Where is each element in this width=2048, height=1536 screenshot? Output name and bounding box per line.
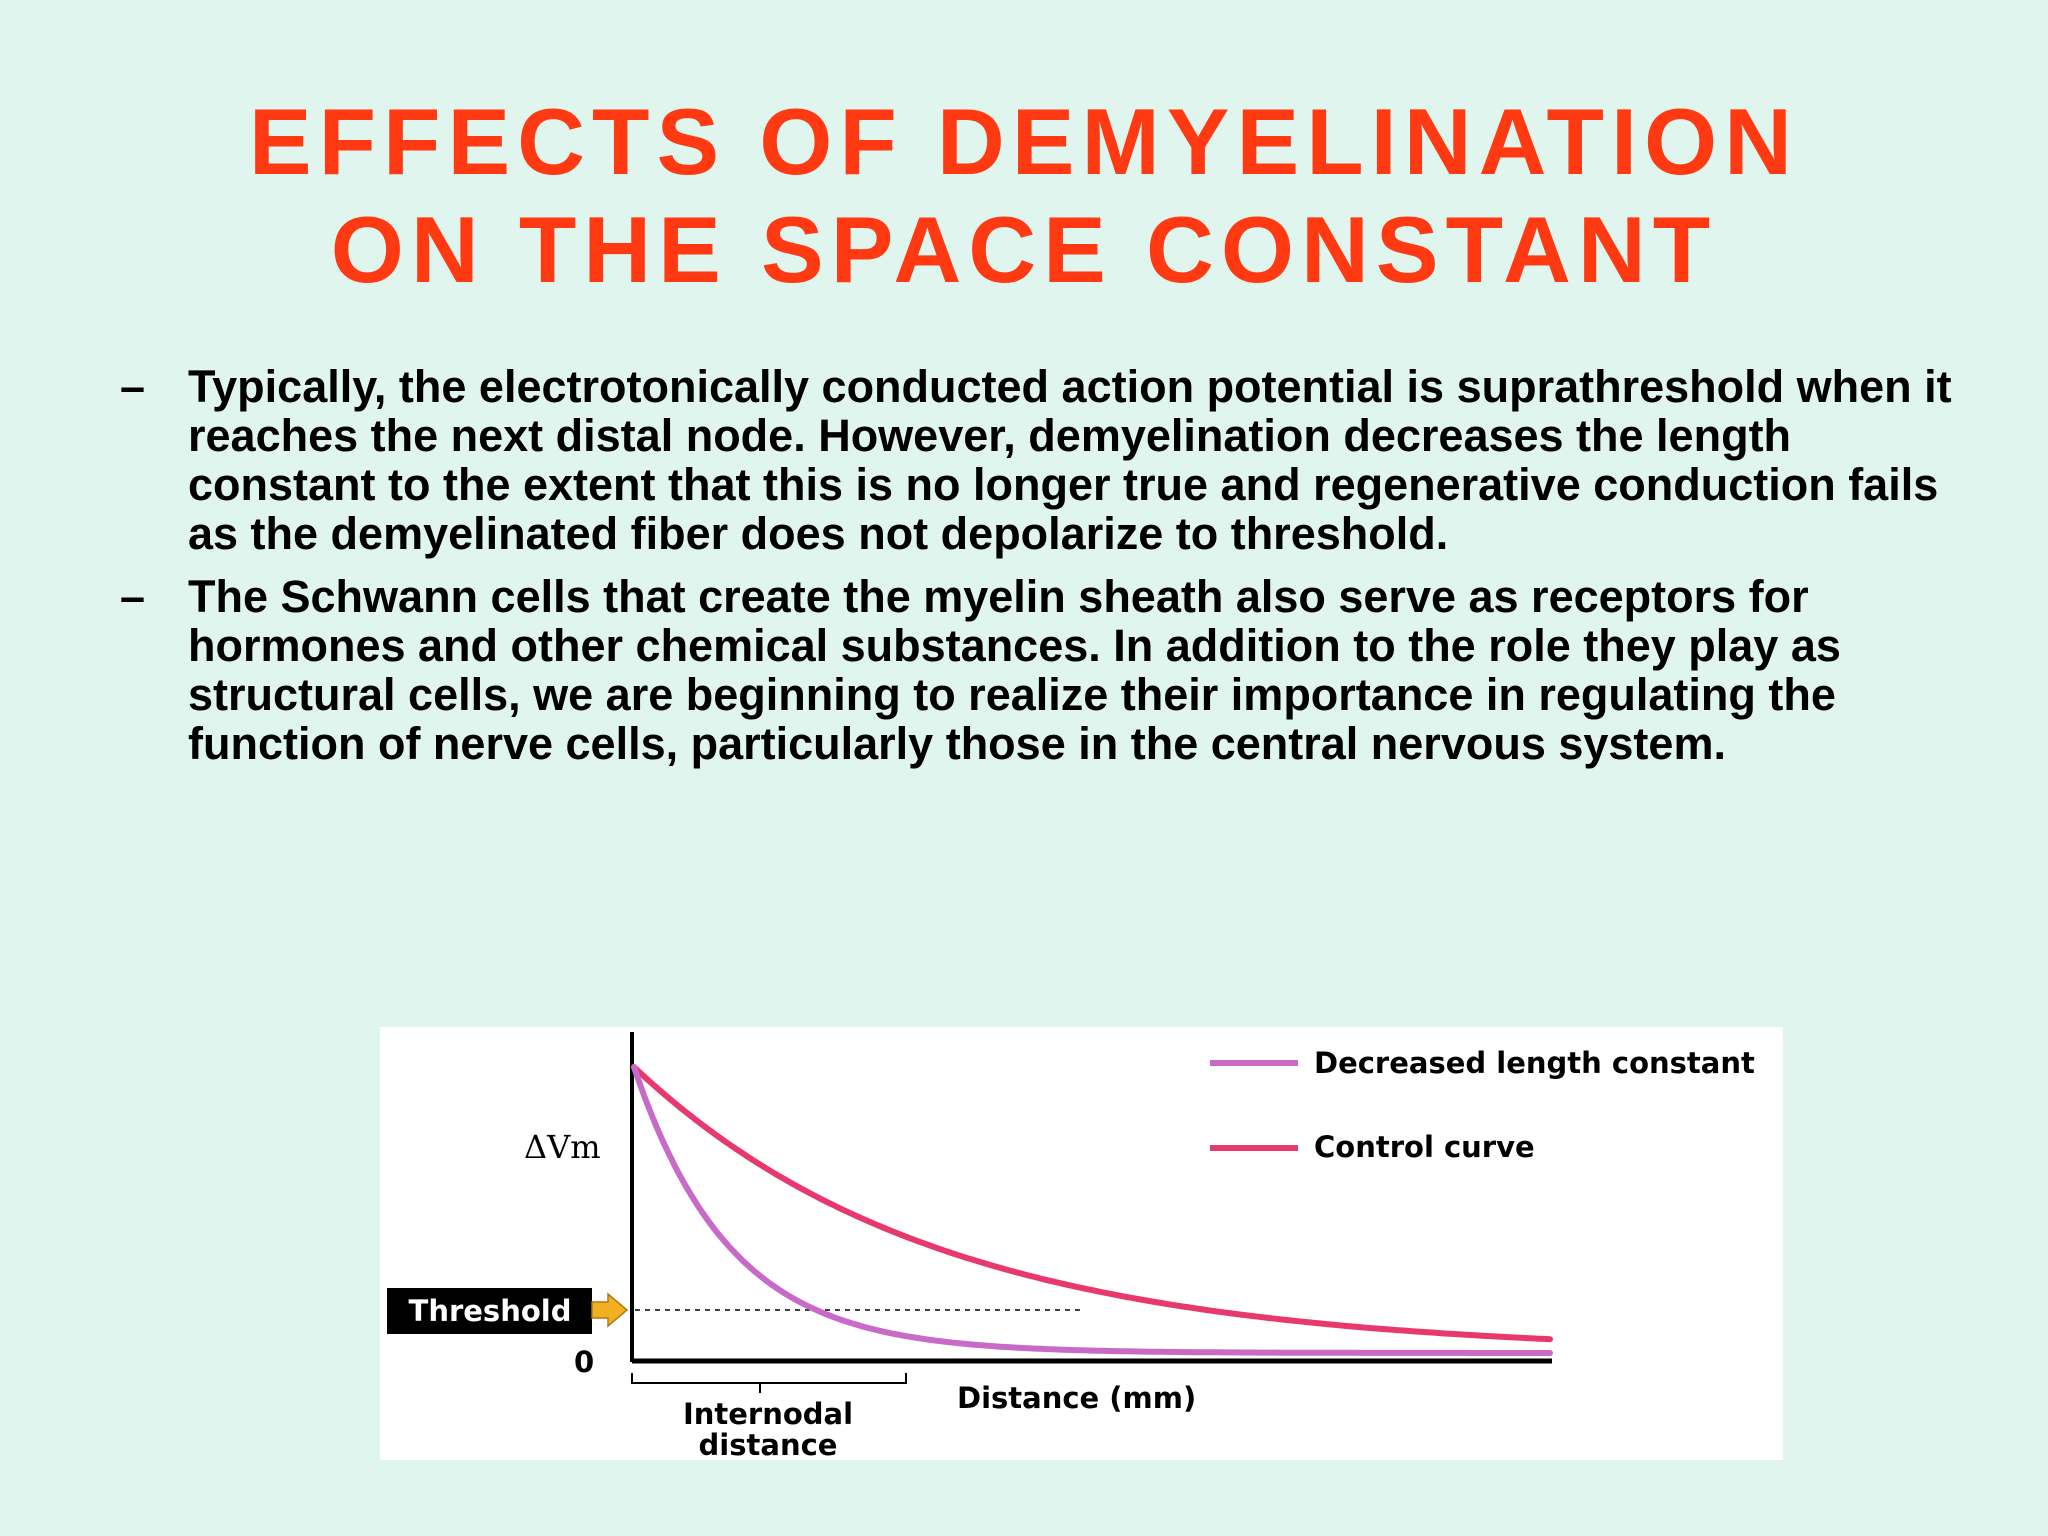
internodal-label-line-1: Internodal (683, 1397, 853, 1431)
decreased-length-constant-curve (631, 1064, 1553, 1356)
internodal-bracket (631, 1373, 907, 1384)
bullet-dash: – (120, 571, 146, 622)
x-axis-label: Distance (mm) (957, 1381, 1196, 1415)
bullet-list: – Typically, the electrotonically conduc… (120, 362, 1990, 782)
bullet-text-2: The Schwann cells that create the myelin… (188, 571, 1841, 769)
internodal-label-line-2: distance (699, 1428, 838, 1460)
zero-label: 0 (574, 1345, 594, 1379)
length-constant-figure: ΔVm Threshold 0 Internodal distance Dist… (380, 1027, 1783, 1460)
slide-title-line-2: ON THE SPACE CONSTANT (330, 197, 1718, 302)
legend-label-decreased: Decreased length constant (1314, 1046, 1755, 1080)
bullet-text-1: Typically, the electrotonically conducte… (188, 361, 1952, 559)
threshold-arrow-icon (591, 1292, 629, 1328)
bullet-dash: – (120, 361, 146, 412)
y-axis-label: ΔVm (524, 1128, 601, 1166)
bullet-item-2: – The Schwann cells that create the myel… (120, 572, 1990, 768)
threshold-label: Threshold (409, 1294, 572, 1328)
threshold-label-box (387, 1288, 592, 1334)
bullet-item-1: – Typically, the electrotonically conduc… (120, 362, 1990, 558)
control-curve (631, 1064, 1553, 1343)
figure-svg: ΔVm Threshold 0 Internodal distance Dist… (387, 1032, 1755, 1460)
slide-title-line-1: EFFECTS OF DEMYELINATION (248, 89, 1800, 194)
legend-label-control: Control curve (1314, 1130, 1535, 1164)
slide-title: EFFECTS OF DEMYELINATION ON THE SPACE CO… (0, 88, 2048, 304)
